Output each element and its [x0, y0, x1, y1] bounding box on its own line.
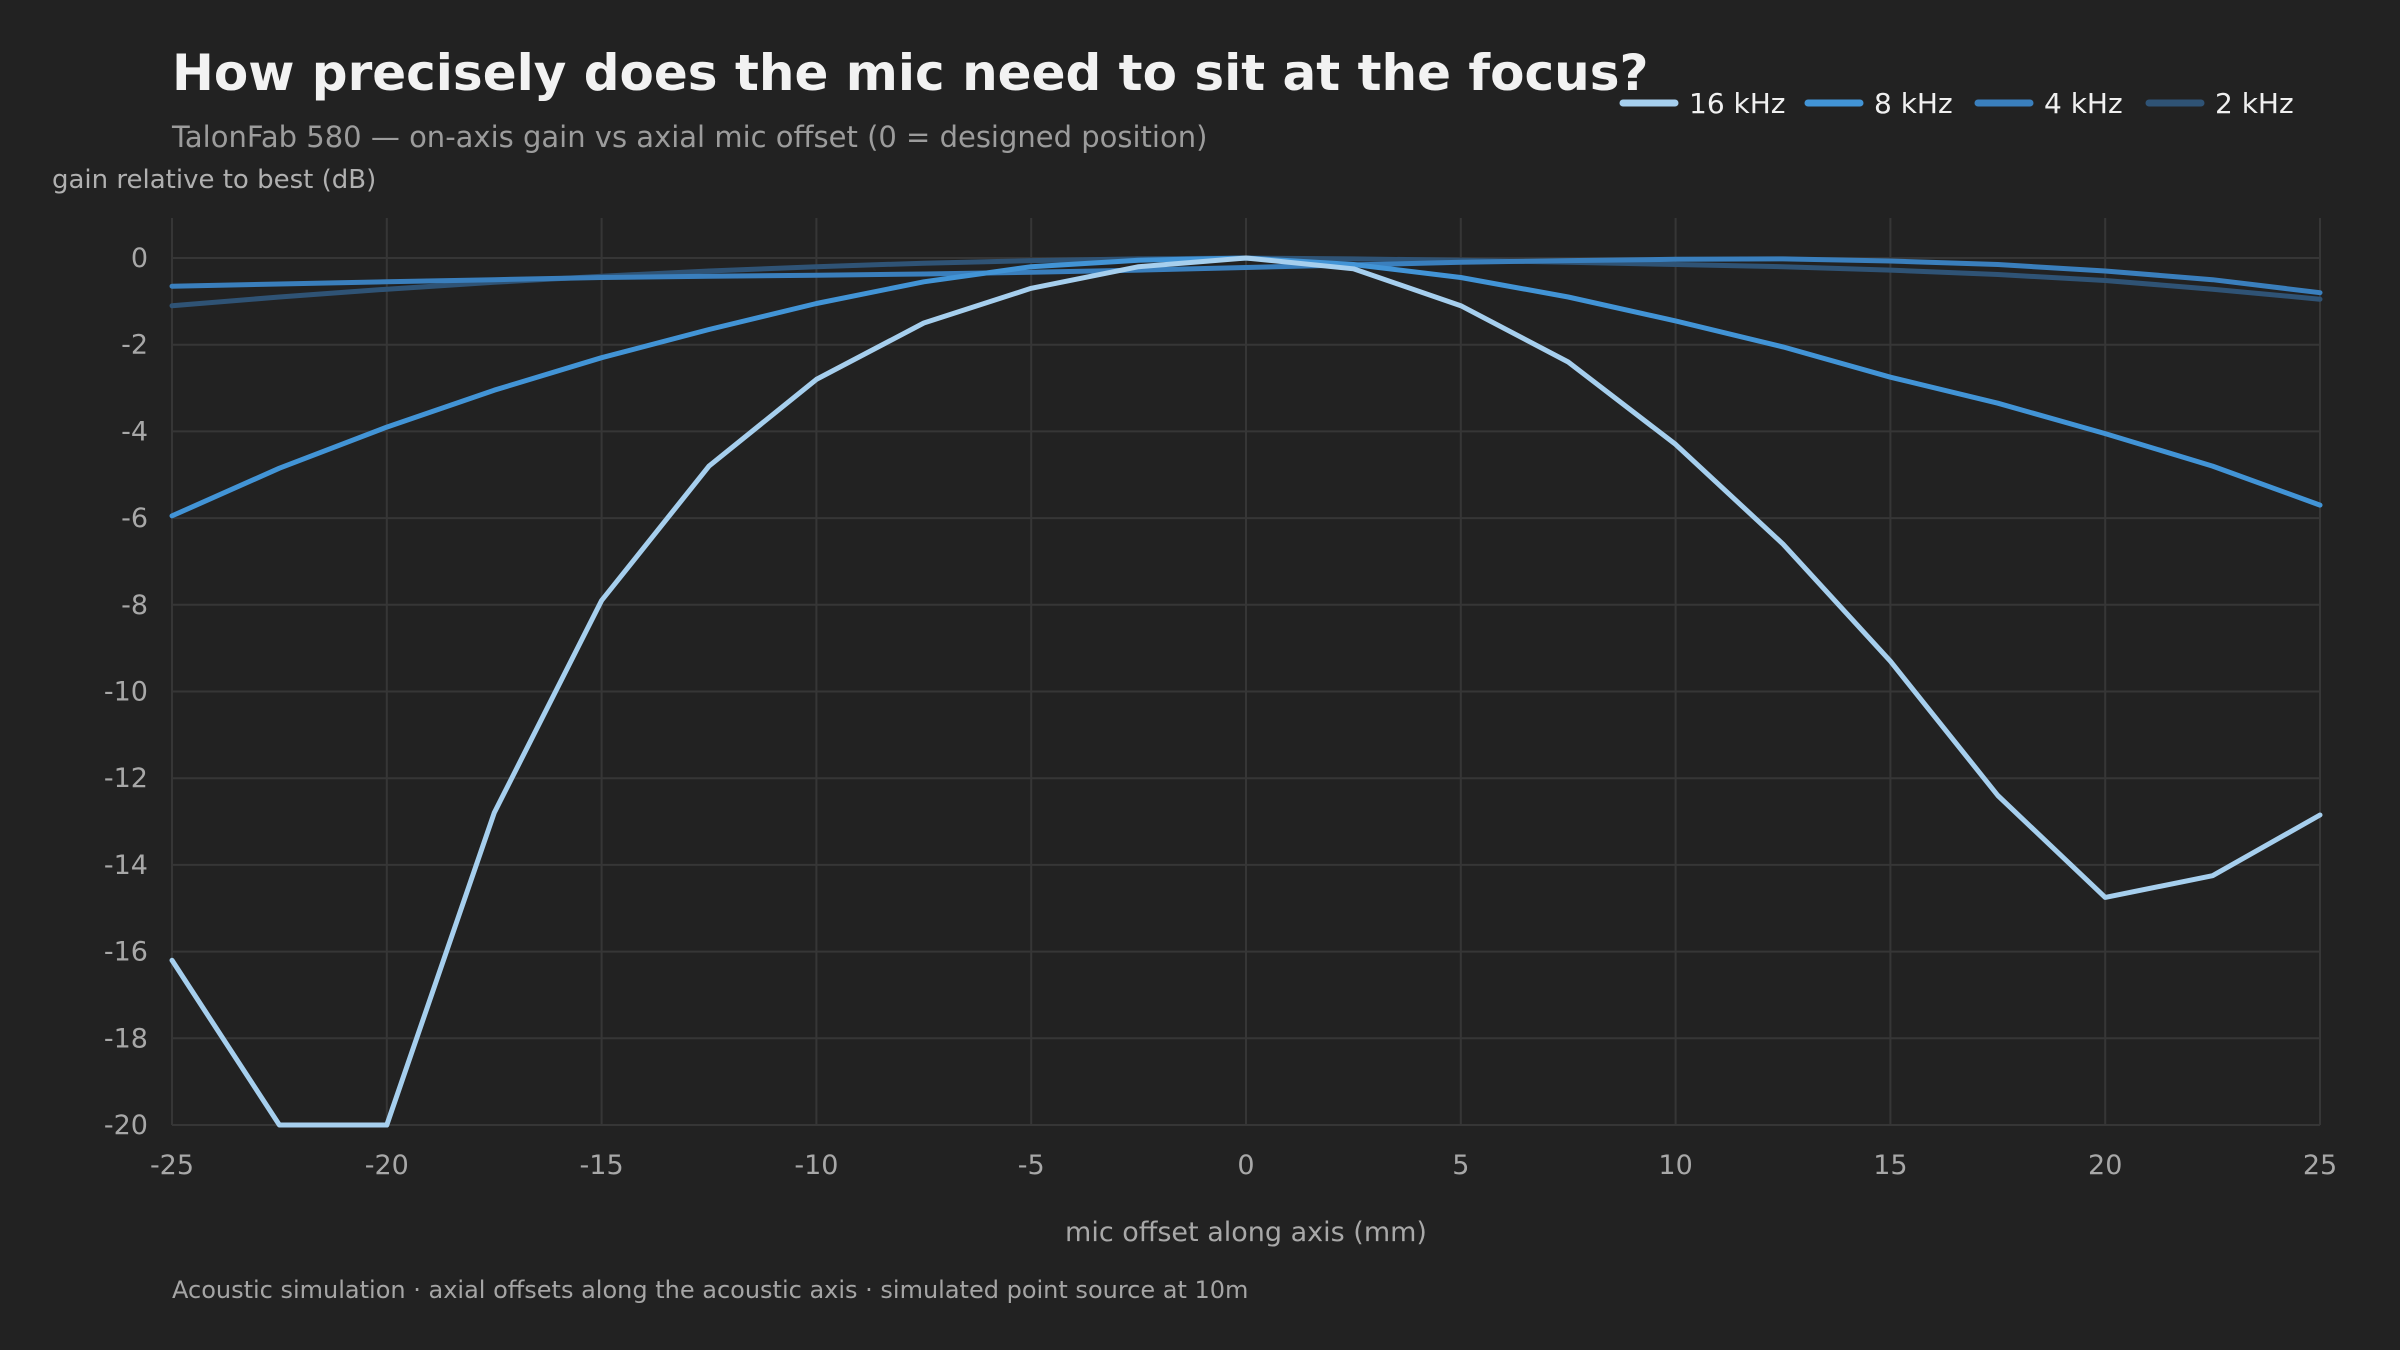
- grid: [171, 218, 2321, 1126]
- x-axis-label: mic offset along axis (mm): [1065, 1217, 1427, 1248]
- x-tick-label: 0: [1237, 1150, 1254, 1181]
- y-tick-label: -18: [104, 1023, 148, 1054]
- series-lines: [169, 255, 2323, 1128]
- y-tick-label: -20: [104, 1110, 148, 1141]
- x-tick-label: 25: [2303, 1150, 2337, 1181]
- legend-label-8-khz: 8 kHz: [1874, 87, 1953, 120]
- y-axis-label: gain relative to best (dB): [52, 165, 376, 195]
- y-tick-label: -6: [121, 503, 148, 534]
- x-tick-label: 10: [1658, 1150, 1692, 1181]
- x-ticks: -25 -20 -15 -10 -5 0 5 10 15 20 25: [150, 1150, 2337, 1181]
- x-tick-label: 5: [1452, 1150, 1469, 1181]
- y-tick-label: -10: [104, 677, 148, 708]
- x-tick-label: -10: [794, 1150, 838, 1181]
- x-tick-label: -15: [580, 1150, 624, 1181]
- y-tick-label: 0: [131, 243, 148, 274]
- chart-footnote: Acoustic simulation · axial offsets alon…: [172, 1276, 1248, 1304]
- y-tick-label: -4: [121, 416, 148, 447]
- x-tick-label: -5: [1018, 1150, 1045, 1181]
- y-tick-label: -16: [104, 937, 148, 968]
- x-tick-label: 20: [2088, 1150, 2122, 1181]
- legend-label-4-khz: 4 kHz: [2044, 87, 2123, 120]
- legend-label-16-khz: 16 kHz: [1689, 87, 1786, 120]
- y-tick-label: -2: [121, 330, 148, 361]
- chart-title: How precisely does the mic need to sit a…: [172, 44, 1649, 102]
- series-line-16-khz: [169, 255, 2323, 1128]
- y-tick-label: -14: [104, 850, 148, 881]
- x-tick-label: 15: [1873, 1150, 1907, 1181]
- y-tick-label: -8: [121, 590, 148, 621]
- x-tick-label: -25: [150, 1150, 194, 1181]
- chart-subtitle: TalonFab 580 — on-axis gain vs axial mic…: [171, 120, 1207, 154]
- y-ticks: 0 -2 -4 -6 -8 -10 -12 -14 -16 -18 -20: [104, 243, 148, 1141]
- series-line-4-khz: [169, 256, 2323, 296]
- legend-label-2-khz: 2 kHz: [2215, 87, 2294, 120]
- y-tick-label: -12: [104, 763, 148, 794]
- x-tick-label: -20: [365, 1150, 409, 1181]
- legend: 16 kHz 8 kHz 4 kHz 2 kHz: [1619, 87, 2294, 120]
